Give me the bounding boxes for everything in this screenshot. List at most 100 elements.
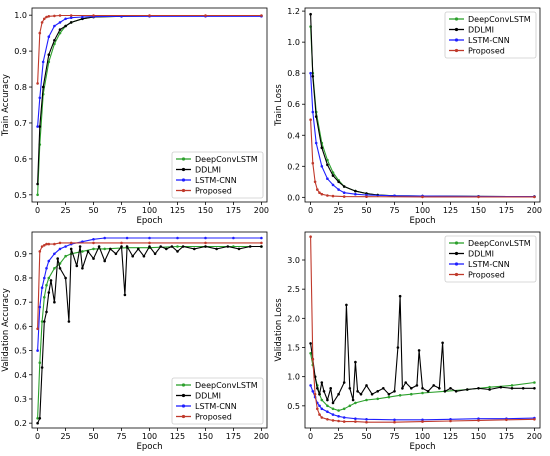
data-point (53, 242, 56, 246)
x-tick-label: 25 (333, 206, 343, 215)
data-point (320, 381, 324, 384)
data-point (260, 245, 263, 248)
data-point (311, 75, 315, 78)
y-axis-label: Train Loss (274, 84, 284, 127)
data-point (342, 191, 346, 194)
data-point (354, 189, 357, 193)
chart-panel-1: 0 25 50 75 100 125 150 175 200 0.5 0.6 0.7 0.8 0.9 1.0… (1, 7, 269, 226)
data-point (58, 14, 62, 17)
data-point (81, 250, 84, 253)
legend-marker (181, 157, 186, 161)
data-point (148, 236, 151, 240)
data-point (36, 349, 39, 352)
x-tick-label: 0 (308, 206, 313, 215)
legend-entry: DeepConvLSTM (176, 155, 258, 164)
data-point (320, 407, 324, 411)
legend-marker (454, 241, 459, 245)
data-point (38, 305, 42, 309)
data-point (331, 194, 335, 198)
legend-entry: LSTM-CNN (176, 402, 237, 411)
data-point (318, 413, 321, 416)
data-point (142, 254, 146, 258)
data-point (40, 286, 44, 290)
data-point (248, 245, 252, 248)
data-point (38, 361, 42, 365)
data-point (337, 409, 340, 412)
x-tick-label: 200 (527, 206, 542, 215)
data-point (454, 390, 458, 393)
data-point (309, 342, 312, 345)
series-proposed (36, 241, 263, 331)
data-point (449, 387, 452, 390)
legend-label: DDLMI (195, 392, 221, 401)
y-tick-label: 0.0 (287, 193, 300, 202)
x-tick-label: 175 (226, 432, 241, 441)
x-tick-label: 200 (527, 432, 542, 441)
legend-entry: Proposed (176, 187, 232, 196)
data-point (499, 385, 503, 389)
x-tick-label: 75 (116, 432, 126, 441)
data-point (53, 14, 56, 18)
data-point (331, 171, 335, 174)
data-point (348, 404, 352, 408)
data-point (53, 24, 56, 28)
data-point (204, 241, 207, 245)
legend-label: DDLMI (468, 250, 494, 259)
data-point (38, 31, 42, 35)
data-point (47, 35, 51, 38)
legend-entry: LSTM-CNN (176, 176, 237, 185)
y-tick-label: 0.9 (14, 47, 27, 56)
data-point (318, 404, 321, 408)
data-point (365, 384, 368, 387)
data-point (40, 320, 44, 323)
data-point (320, 146, 324, 149)
data-point (45, 310, 48, 314)
y-tick-label: 1.0 (14, 11, 27, 20)
legend-entry: DeepConvLSTM (449, 239, 531, 248)
series-ddlmi (36, 244, 263, 425)
data-point (114, 252, 118, 256)
data-point (313, 180, 317, 184)
legend-box (444, 235, 537, 283)
data-point (421, 418, 424, 422)
series-line (310, 73, 535, 198)
legend-entry: DDLMI (176, 166, 221, 175)
data-point (47, 291, 51, 294)
data-point (401, 387, 404, 390)
data-point (237, 247, 241, 251)
data-point (415, 384, 419, 387)
data-point (404, 381, 408, 384)
data-point (309, 235, 312, 238)
data-point (38, 125, 42, 128)
legend-marker (181, 393, 186, 398)
data-point (316, 407, 319, 411)
legend-marker (454, 27, 459, 32)
data-point (329, 387, 333, 390)
data-point (131, 254, 134, 258)
legend-marker (181, 383, 186, 387)
data-point (477, 419, 480, 422)
x-tick-label: 50 (88, 206, 98, 215)
data-point (488, 385, 491, 389)
x-tick-label: 150 (198, 206, 213, 215)
series-proposed (309, 235, 536, 424)
data-point (432, 384, 436, 387)
y-tick-label: 0.7 (14, 298, 27, 307)
data-point (176, 236, 179, 240)
x-tick-label: 25 (60, 206, 70, 215)
data-point (204, 236, 207, 240)
data-point (67, 320, 71, 323)
series-lstm-cnn (309, 71, 536, 198)
legend-marker (454, 48, 459, 53)
data-point (533, 418, 536, 421)
y-tick-label: 0.4 (14, 371, 27, 380)
data-point (53, 267, 56, 270)
data-point (466, 388, 469, 391)
y-tick-label: 0.6 (287, 100, 300, 109)
data-point (47, 259, 51, 263)
data-point (75, 264, 79, 268)
data-point (36, 193, 39, 197)
data-point (45, 267, 48, 270)
